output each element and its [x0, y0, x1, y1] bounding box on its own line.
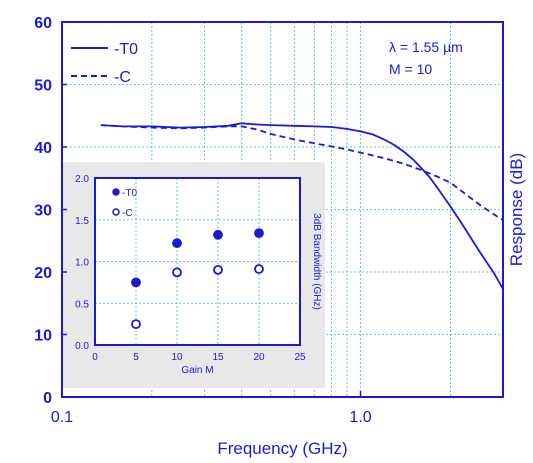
inset-x-tick-label: 0 — [92, 352, 98, 363]
inset-legend-label-c: -C — [122, 208, 133, 219]
inset-y-tick-label: 2.0 — [75, 174, 89, 185]
inset-x-tick-label: 20 — [253, 352, 265, 363]
inset-y-tick-label: 1.5 — [75, 216, 89, 227]
inset-point-t0 — [173, 239, 181, 247]
inset-y-axis-label: 3dB Bandwidth (GHz) — [311, 213, 322, 310]
inset-y-tick-label: 1.0 — [75, 258, 89, 269]
inset-point-c — [173, 268, 181, 276]
main-x-tick-label: 1.0 — [349, 409, 371, 426]
inset-point-c — [255, 265, 263, 273]
inset-point-c — [214, 266, 222, 274]
inset-x-tick-label: 5 — [133, 352, 139, 363]
inset-point-t0 — [255, 229, 263, 237]
inset-plot-area — [95, 178, 300, 345]
legend-label-t0: -T0 — [114, 41, 138, 58]
inset-x-axis-label: Gain M — [181, 365, 213, 376]
inset-x-tick-label: 10 — [171, 352, 183, 363]
inset-point-t0 — [214, 231, 222, 239]
main-y-tick-label: 0 — [43, 390, 52, 407]
main-y-tick-label: 30 — [34, 203, 52, 220]
main-legend: -T0 -C — [71, 41, 138, 86]
inset-panel: 0 5 10 15 20 25 0.0 0.5 1.0 1.5 2.0 Gain M 3dB Bandw… — [63, 162, 325, 388]
wavelength-annotation: λ = 1.55 µm — [389, 39, 463, 55]
inset-x-tick-label: 25 — [294, 352, 306, 363]
main-y-tick-label: 20 — [34, 265, 52, 282]
inset-point-t0 — [132, 278, 140, 286]
inset-legend-label-t0: -T0 — [122, 188, 137, 199]
inset-point-c — [132, 320, 140, 328]
main-y-tick-label: 10 — [34, 328, 52, 345]
main-y-tick-label: 60 — [34, 15, 52, 32]
main-x-axis-label: Frequency (GHz) — [217, 439, 347, 458]
inset-y-tick-label: 0.5 — [75, 299, 89, 310]
inset-y-tick-label: 0.0 — [75, 341, 89, 352]
inset-x-tick-label: 15 — [212, 352, 224, 363]
main-x-tick-label: 0.1 — [51, 409, 73, 426]
gain-annotation: M = 10 — [389, 61, 432, 77]
annotations: λ = 1.55 µm M = 10 — [389, 39, 463, 77]
main-y-tick-label: 40 — [34, 140, 52, 157]
main-y-axis-label: Response (dB) — [507, 153, 526, 266]
inset-legend-marker-t0 — [113, 189, 119, 195]
inset-legend-marker-c — [113, 209, 119, 215]
main-y-tick-label: 50 — [34, 78, 52, 95]
legend-label-c: -C — [114, 69, 131, 86]
